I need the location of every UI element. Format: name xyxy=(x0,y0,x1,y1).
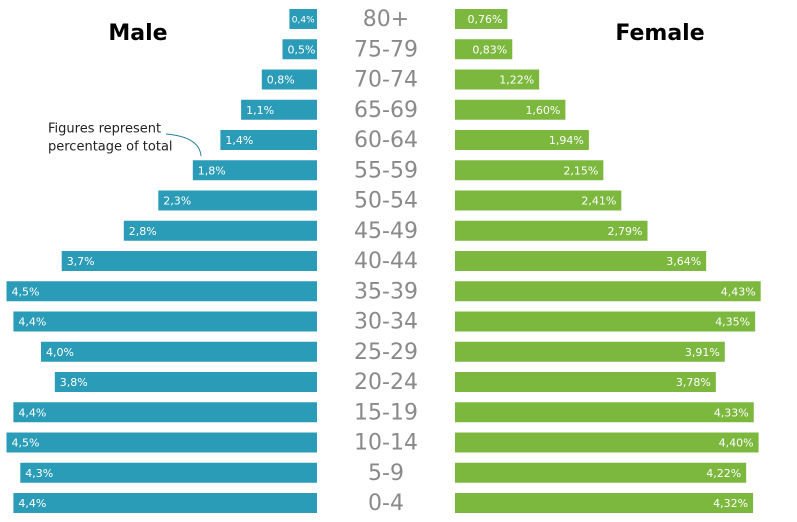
value-label: 1,4% xyxy=(225,134,253,147)
value-label: 2,41% xyxy=(581,195,616,208)
category-label: 60-64 xyxy=(354,128,418,153)
bar xyxy=(455,432,759,453)
bar xyxy=(192,160,317,181)
value-label: 4,4% xyxy=(18,497,46,510)
bar xyxy=(455,130,589,150)
bar xyxy=(41,341,317,362)
category-label: 30-34 xyxy=(354,310,418,335)
bar xyxy=(20,462,318,483)
annotation: percentage of total xyxy=(48,140,173,155)
category-label: 5-9 xyxy=(368,461,404,486)
category-label: 50-54 xyxy=(354,189,418,214)
bar xyxy=(54,372,318,392)
bar xyxy=(6,432,317,453)
value-label: 0,5% xyxy=(288,43,316,56)
value-label: 1,1% xyxy=(246,104,274,117)
category-label: 25-29 xyxy=(354,340,418,365)
value-label: 1,22% xyxy=(499,74,534,87)
bar xyxy=(455,281,761,302)
bar xyxy=(13,402,318,423)
annotation: Figures represent xyxy=(48,122,161,137)
category-label: 20-24 xyxy=(354,370,418,395)
category-label: 55-59 xyxy=(354,158,418,183)
bar xyxy=(282,39,317,60)
value-label: 3,7% xyxy=(67,255,95,268)
value-label: 4,40% xyxy=(719,437,754,450)
value-label: 3,91% xyxy=(685,346,720,359)
value-label: 0,8% xyxy=(267,74,295,87)
bar xyxy=(13,493,318,513)
category-label: 75-79 xyxy=(354,37,418,62)
value-label: 4,43% xyxy=(721,285,756,298)
value-label: 4,5% xyxy=(12,437,40,450)
category-label: 15-19 xyxy=(354,400,418,425)
value-label: 4,4% xyxy=(18,406,46,419)
bar xyxy=(6,281,317,302)
bar xyxy=(220,130,317,150)
bar xyxy=(455,251,707,271)
category-label: 80+ xyxy=(363,7,409,32)
value-label: 2,15% xyxy=(563,164,598,177)
bar xyxy=(241,99,317,120)
value-label: 4,0% xyxy=(46,346,74,359)
value-label: 4,5% xyxy=(12,285,40,298)
annotation-connector xyxy=(165,133,202,157)
bar xyxy=(455,372,716,392)
category-label: 70-74 xyxy=(354,68,418,93)
bar xyxy=(455,99,566,120)
value-label: 4,3% xyxy=(25,467,53,480)
male-title: Male xyxy=(108,21,167,46)
bar xyxy=(455,493,754,513)
value-label: 1,60% xyxy=(525,104,560,117)
value-label: 4,35% xyxy=(715,316,750,329)
category-label: 10-14 xyxy=(354,431,418,456)
value-label: 0,83% xyxy=(472,43,507,56)
category-label: 0-4 xyxy=(368,491,404,516)
value-label: 1,94% xyxy=(549,134,584,147)
bar xyxy=(455,341,725,362)
bar xyxy=(261,69,317,90)
bar xyxy=(455,190,622,211)
bar xyxy=(13,311,318,332)
value-label: 3,78% xyxy=(676,376,711,389)
bar xyxy=(455,311,756,332)
bar xyxy=(455,69,540,90)
bar xyxy=(455,462,747,483)
value-label: 4,33% xyxy=(714,406,749,419)
bar xyxy=(123,220,317,241)
bar xyxy=(455,39,513,60)
bar xyxy=(455,220,648,241)
value-label: 0,4% xyxy=(292,16,315,26)
category-label: 40-44 xyxy=(354,249,418,274)
value-label: 2,3% xyxy=(163,195,191,208)
category-label: 45-49 xyxy=(354,219,418,244)
value-label: 2,79% xyxy=(608,225,643,238)
value-label: 4,22% xyxy=(706,467,741,480)
bar xyxy=(158,190,317,211)
bar xyxy=(455,9,508,29)
value-label: 3,64% xyxy=(666,255,701,268)
category-label: 65-69 xyxy=(354,98,418,123)
value-label: 0,76% xyxy=(467,13,502,26)
value-label: 2,8% xyxy=(129,225,157,238)
value-label: 1,8% xyxy=(198,164,226,177)
bar xyxy=(455,160,604,181)
bar xyxy=(61,251,318,271)
female-title: Female xyxy=(615,21,704,46)
value-label: 4,4% xyxy=(18,316,46,329)
bar xyxy=(455,402,754,423)
category-label: 35-39 xyxy=(354,279,418,304)
value-label: 4,32% xyxy=(713,497,748,510)
value-label: 3,8% xyxy=(60,376,88,389)
bar xyxy=(289,9,317,29)
